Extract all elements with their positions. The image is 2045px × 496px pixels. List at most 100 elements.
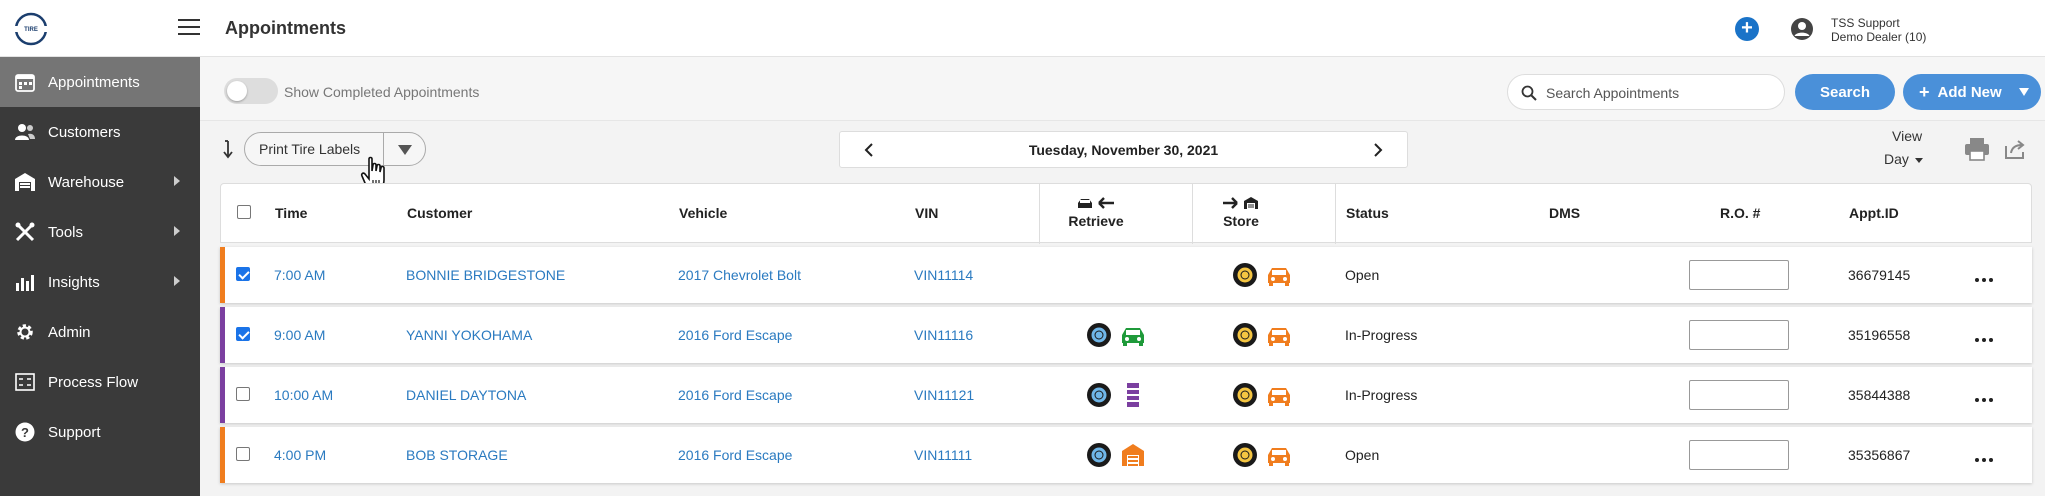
retrieve-label: Retrieve <box>1068 213 1124 229</box>
help-icon: ? <box>14 421 36 443</box>
more-options-icon[interactable] <box>1975 329 1997 342</box>
table-row[interactable]: 7:00 AM BONNIE BRIDGESTONE 2017 Chevrole… <box>220 247 2032 303</box>
export-icon[interactable] <box>2003 137 2027 161</box>
user-info[interactable]: TSS Support Demo Dealer (10) <box>1831 16 1926 44</box>
search-icon <box>1521 85 1537 101</box>
vin[interactable]: VIN11111 <box>914 447 973 463</box>
search-input[interactable] <box>1546 83 1776 103</box>
sidebar-item-label: Insights <box>48 273 100 291</box>
column-header-retrieve[interactable]: Retrieve <box>1066 194 1126 229</box>
appointment-time[interactable]: 7:00 AM <box>274 267 326 283</box>
appointment-time[interactable]: 4:00 PM <box>274 447 327 463</box>
arrow-right-warehouse-icon <box>1223 196 1258 209</box>
customer-name[interactable]: BONNIE BRIDGESTONE <box>406 267 566 283</box>
chevron-down-icon[interactable] <box>398 145 412 155</box>
vin[interactable]: VIN11116 <box>914 327 974 343</box>
column-header-dms[interactable]: DMS <box>1549 205 1581 221</box>
top-header: TIRE Appointments + TSS Support Demo Dea… <box>0 0 2045 57</box>
vehicle-name[interactable]: 2016 Ford Escape <box>678 387 793 403</box>
car-icon <box>1122 328 1144 346</box>
svg-text:?: ? <box>21 425 29 440</box>
user-name: TSS Support <box>1831 16 1900 30</box>
column-divider <box>1192 184 1193 244</box>
sidebar-item-insights[interactable]: Insights <box>0 257 200 307</box>
row-checkbox[interactable] <box>236 327 250 341</box>
sidebar: Appointments Customers Warehouse Tools I… <box>0 57 200 496</box>
row-checkbox[interactable] <box>236 267 250 281</box>
table-row[interactable]: 4:00 PM BOB STORAGE 2016 Ford Escape VIN… <box>220 427 2032 483</box>
column-header-vin[interactable]: VIN <box>915 205 939 221</box>
row-checkbox[interactable] <box>236 387 250 401</box>
status-text: In-Progress <box>1345 327 1418 343</box>
sidebar-item-warehouse[interactable]: Warehouse <box>0 157 200 207</box>
print-tire-labels-button[interactable]: Print Tire Labels <box>259 141 361 157</box>
menu-toggle-icon[interactable] <box>178 19 200 37</box>
column-header-time[interactable]: Time <box>275 205 308 221</box>
user-avatar-icon[interactable] <box>1790 17 1814 41</box>
sidebar-item-process-flow[interactable]: Process Flow <box>0 357 200 407</box>
svg-text:TIRE: TIRE <box>24 27 38 33</box>
sidebar-item-support[interactable]: ? Support <box>0 407 200 457</box>
vehicle-name[interactable]: 2016 Ford Escape <box>678 447 793 463</box>
date-navigator: Tuesday, November 30, 2021 <box>839 131 1408 168</box>
sidebar-item-tools[interactable]: Tools <box>0 207 200 257</box>
sidebar-item-admin[interactable]: Admin <box>0 307 200 357</box>
column-header-vehicle[interactable]: Vehicle <box>679 205 728 221</box>
vehicle-name[interactable]: 2016 Ford Escape <box>678 327 793 343</box>
search-button[interactable]: Search <box>1795 74 1895 110</box>
customer-name[interactable]: YANNI YOKOHAMA <box>406 327 533 343</box>
appointment-time[interactable]: 10:00 AM <box>274 387 334 403</box>
more-options-icon[interactable] <box>1975 269 1997 282</box>
ro-number-input[interactable] <box>1689 440 1789 470</box>
column-divider <box>1039 184 1040 244</box>
more-options-icon[interactable] <box>1975 389 1997 402</box>
sidebar-item-label: Admin <box>48 323 91 341</box>
sidebar-item-label: Tools <box>48 223 84 241</box>
chevron-down-icon[interactable] <box>2019 88 2029 96</box>
appointment-id: 35196558 <box>1848 327 1911 343</box>
quick-add-icon[interactable]: + <box>1735 17 1759 41</box>
column-header-customer[interactable]: Customer <box>407 205 473 221</box>
customer-name[interactable]: BOB STORAGE <box>406 447 508 463</box>
appointment-id: 35356867 <box>1848 447 1911 463</box>
divider <box>383 133 384 165</box>
ro-number-input[interactable] <box>1689 320 1789 350</box>
column-header-appt-id[interactable]: Appt.ID <box>1849 205 1899 221</box>
row-checkbox[interactable] <box>236 447 250 461</box>
vin[interactable]: VIN11114 <box>914 267 974 283</box>
select-all-checkbox[interactable] <box>237 205 251 219</box>
appointment-time[interactable]: 9:00 AM <box>274 327 326 343</box>
company-logo[interactable]: TIRE <box>8 12 54 46</box>
more-options-icon[interactable] <box>1975 449 1997 462</box>
ro-number-input[interactable] <box>1689 260 1789 290</box>
page-title: Appointments <box>225 18 346 38</box>
vehicle-name[interactable]: 2017 Chevrolet Bolt <box>678 267 801 283</box>
printer-icon[interactable] <box>1964 137 1990 161</box>
plus-icon: + <box>1919 81 1930 102</box>
gear-icon <box>14 321 36 343</box>
column-header-ro[interactable]: R.O. # <box>1720 205 1761 221</box>
ro-number-input[interactable] <box>1689 380 1789 410</box>
current-date[interactable]: Tuesday, November 30, 2021 <box>1028 142 1219 158</box>
column-header-status[interactable]: Status <box>1346 205 1389 221</box>
tire-icon <box>1087 443 1111 467</box>
car-icon <box>1268 448 1290 466</box>
chevron-left-icon[interactable] <box>864 143 874 157</box>
sidebar-item-customers[interactable]: Customers <box>0 107 200 157</box>
users-icon <box>14 121 36 143</box>
vin[interactable]: VIN11121 <box>914 387 975 403</box>
add-new-button[interactable]: + Add New <box>1903 74 2041 110</box>
chevron-right-icon[interactable] <box>1373 143 1383 157</box>
column-header-store[interactable]: Store <box>1211 194 1271 229</box>
sort-icon[interactable] <box>222 139 234 159</box>
search-box <box>1507 74 1785 110</box>
table-row[interactable]: 10:00 AM DANIEL DAYTONA 2016 Ford Escape… <box>220 367 2032 423</box>
sidebar-item-appointments[interactable]: Appointments <box>0 57 200 107</box>
table-row[interactable]: 9:00 AM YANNI YOKOHAMA 2016 Ford Escape … <box>220 307 2032 363</box>
appointment-id: 35844388 <box>1848 387 1911 403</box>
insights-icon <box>14 271 36 293</box>
customer-name[interactable]: DANIEL DAYTONA <box>406 387 527 403</box>
show-completed-toggle[interactable] <box>224 78 278 104</box>
view-select[interactable]: Day <box>1884 151 1923 167</box>
chevron-right-icon <box>174 276 180 286</box>
